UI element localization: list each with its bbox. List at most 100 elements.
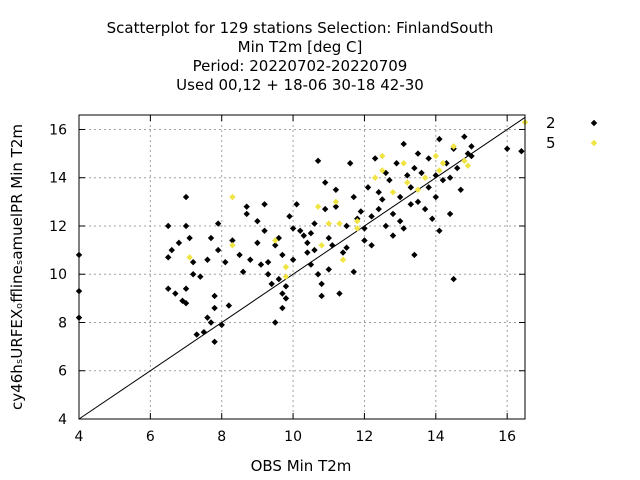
data-point: [165, 222, 172, 230]
data-point: [389, 232, 397, 239]
data-point: [261, 201, 268, 208]
y-tick-label: 14: [49, 171, 67, 187]
data-point: [297, 227, 304, 235]
data-point: [165, 285, 172, 292]
data-point: [400, 160, 407, 167]
data-point: [457, 186, 464, 193]
data-point: [182, 222, 190, 230]
data-point: [400, 225, 407, 232]
data-point: [197, 273, 204, 280]
data-point: [186, 254, 193, 261]
data-point: [321, 205, 329, 213]
title-line-2: Min T2m [deg C]: [238, 38, 363, 56]
data-point: [379, 196, 386, 203]
data-point: [272, 319, 279, 326]
legend: 25: [546, 114, 598, 152]
data-point: [421, 174, 429, 181]
data-point: [336, 290, 343, 297]
data-point: [429, 215, 436, 222]
data-point: [407, 184, 415, 191]
data-point: [311, 220, 318, 227]
data-point: [279, 251, 286, 259]
data-point: [218, 321, 225, 329]
data-point: [368, 242, 375, 249]
data-point: [357, 208, 365, 215]
data-point: [432, 152, 439, 160]
x-tick-label: 10: [284, 429, 302, 445]
y-tick-label: 12: [49, 219, 67, 235]
data-point: [307, 230, 315, 237]
data-point: [436, 167, 443, 174]
data-point: [204, 314, 211, 321]
data-point: [211, 338, 218, 345]
data-point: [454, 164, 461, 172]
data-point: [321, 179, 329, 186]
data-point: [282, 273, 290, 280]
data-point: [289, 256, 297, 263]
data-point: [314, 203, 322, 210]
x-tick-label: 8: [217, 429, 226, 445]
data-point: [239, 268, 247, 276]
data-point: [257, 261, 265, 268]
chart-title: Scatterplot for 129 stations Selection: …: [107, 19, 494, 94]
data-point: [346, 160, 354, 167]
y-axis-label: cy46hₛURFEXₒfflineₛamuelPR Min T2m: [8, 124, 26, 410]
data-point: [329, 242, 336, 249]
data-point: [189, 271, 197, 278]
data-point: [339, 256, 347, 263]
data-point: [350, 193, 357, 201]
data-point: [272, 237, 279, 244]
data-point: [182, 285, 190, 292]
data-point: [286, 213, 293, 220]
data-point: [446, 174, 454, 181]
data-point: [172, 290, 179, 297]
data-point: [350, 268, 357, 276]
data-point: [432, 193, 439, 201]
data-point: [407, 201, 415, 208]
data-point: [272, 242, 279, 249]
data-point: [386, 176, 393, 184]
data-point: [436, 135, 443, 143]
data-point: [211, 304, 218, 312]
diagonal-line-group: [78, 116, 526, 420]
legend-marker: [590, 139, 598, 147]
data-point: [371, 155, 379, 162]
data-point: [404, 172, 411, 179]
data-point: [468, 143, 475, 150]
data-point: [371, 174, 379, 181]
data-points: [75, 119, 529, 345]
data-point: [268, 280, 275, 288]
x-tick-label: 6: [146, 429, 155, 445]
data-point: [343, 222, 350, 230]
data-point: [229, 237, 236, 244]
legend-label: 5: [546, 134, 556, 152]
data-point: [389, 210, 397, 218]
data-point: [461, 157, 468, 165]
data-point: [279, 304, 286, 312]
data-point: [446, 210, 454, 218]
data-point: [379, 167, 386, 174]
data-point: [439, 160, 447, 167]
title-line-3: Period: 20220702-20220709: [193, 57, 408, 75]
data-point: [168, 246, 175, 254]
x-axis-label: OBS Min T2m: [251, 457, 352, 475]
data-point: [343, 244, 350, 251]
data-point: [468, 152, 475, 160]
data-point: [222, 258, 229, 266]
y-axis-ticks: 4 6 8 10 12 14 16: [49, 122, 525, 428]
y-tick-label: 8: [58, 315, 67, 331]
data-point: [368, 213, 375, 220]
legend-label: 2: [546, 114, 556, 132]
data-point: [404, 179, 411, 186]
data-point: [282, 283, 290, 290]
data-point: [182, 193, 190, 201]
data-point: [243, 203, 250, 210]
plot-area-frame: [78, 114, 526, 420]
data-point: [254, 239, 261, 247]
data-point: [400, 140, 407, 148]
data-point: [189, 258, 197, 266]
data-point: [364, 184, 372, 191]
data-point: [461, 133, 468, 140]
data-point: [279, 290, 286, 297]
